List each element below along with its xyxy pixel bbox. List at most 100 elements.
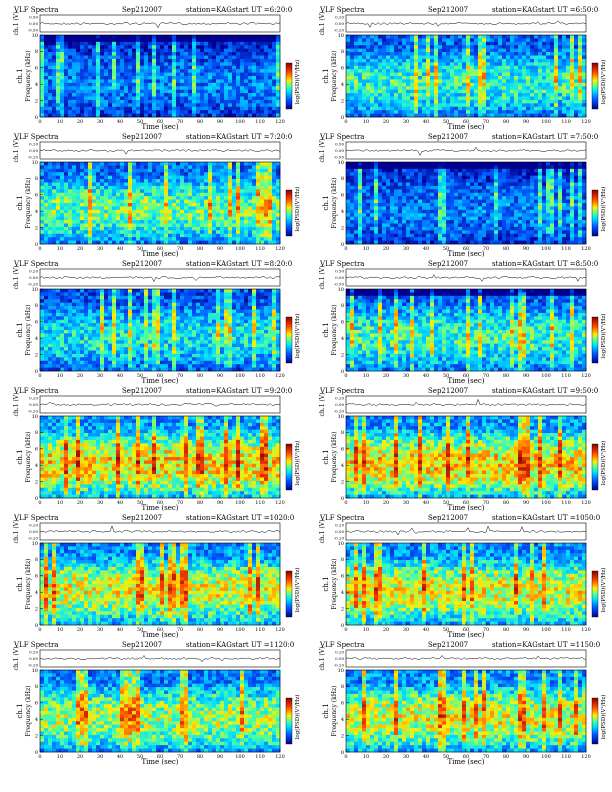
time-tick-label: 60: [463, 627, 469, 633]
time-tick-label: 100: [235, 373, 245, 379]
time-tick-label: 120: [275, 119, 285, 125]
time-tick-label: 110: [255, 373, 265, 379]
time-tick-label: 90: [217, 500, 223, 506]
time-tick-label: 0: [38, 500, 41, 506]
time-tick-label: 0: [344, 754, 347, 760]
time-tick-label: 40: [423, 119, 429, 125]
frequency-tick-label: 10: [338, 287, 344, 293]
colorbar-label: log(PSD)(V²/Hz): [294, 314, 301, 359]
time-tick-label: 90: [523, 246, 529, 252]
time-tick-label: 120: [581, 246, 591, 252]
frequency-tick-label: 6: [341, 701, 344, 707]
time-tick-label: 110: [255, 754, 265, 760]
frequency-tick-label: 4: [35, 209, 38, 215]
spectrogram-panel: VLF Spectra Sep212007 station=KAG start UT …: [319, 260, 607, 385]
time-tick-label: 50: [137, 373, 143, 379]
frequency-tick-label: 4: [341, 590, 344, 596]
time-tick-label: 60: [463, 500, 469, 506]
waveform-trace: [345, 20, 587, 28]
time-tick-label: 60: [463, 373, 469, 379]
frequency-tick-label: 6: [35, 320, 38, 326]
time-tick-label: 40: [117, 500, 123, 506]
frequency-tick-label: 2: [341, 733, 344, 739]
time-tick-label: 30: [403, 246, 409, 252]
time-tick-label: 50: [443, 246, 449, 252]
spectrogram-heatmap: [40, 289, 281, 372]
waveform-trace: [39, 276, 281, 283]
time-tick-label: 70: [483, 754, 489, 760]
waveform-tick-label: -0.20: [334, 409, 345, 414]
frequency-tick-label: 4: [341, 717, 344, 723]
frequency-tick-label: 10: [338, 541, 344, 547]
frequency-tick-label: 2: [341, 479, 344, 485]
frequency-tick-label: 8: [35, 557, 38, 563]
frequency-tick-label: 10: [32, 414, 38, 420]
time-tick-label: 0: [38, 627, 41, 633]
time-tick-label: 90: [523, 119, 529, 125]
time-tick-label: 50: [443, 373, 449, 379]
colorbar-label: log(PSD)(V²/Hz): [600, 60, 607, 105]
time-tick-label: 90: [217, 754, 223, 760]
frequency-tick-label: 2: [35, 606, 38, 612]
waveform-axis-label: ch.1 (V): [319, 393, 326, 417]
frequency-axis-label: Frequency (kHz): [25, 304, 32, 355]
frequency-tick-label: 2: [341, 352, 344, 358]
time-tick-label: 70: [483, 373, 489, 379]
frequency-axis-label: Frequency (kHz): [331, 304, 338, 355]
frequency-tick-label: 8: [341, 684, 344, 690]
frequency-tick-label: 0: [341, 623, 344, 629]
time-tick-label: 80: [503, 119, 509, 125]
time-tick-label: 60: [157, 754, 163, 760]
time-tick-label: 50: [137, 500, 143, 506]
waveform-tick-label: 0.00: [29, 275, 38, 280]
waveform-tick-label: 0.00: [335, 275, 344, 280]
time-tick-label: 120: [581, 373, 591, 379]
time-tick-label: 50: [137, 119, 143, 125]
spectrogram-panel: VLF Spectra Sep212007 station=KAG start UT …: [319, 6, 607, 131]
time-tick-label: 60: [157, 246, 163, 252]
panel-station: station=KAG: [492, 514, 538, 522]
channel-axis-label: ch.1: [322, 576, 330, 591]
panel-start-time: start UT =6:50:0: [538, 6, 598, 14]
time-tick-label: 100: [541, 500, 551, 506]
frequency-tick-label: 4: [35, 590, 38, 596]
waveform-tick-label: 0.50: [335, 269, 344, 274]
waveform-tick-label: 0.00: [335, 402, 344, 407]
waveform-tick-label: 0.20: [335, 15, 344, 20]
time-tick-label: 90: [523, 373, 529, 379]
frequency-tick-label: 2: [341, 98, 344, 104]
spectrogram-panel: VLF Spectra Sep212007 station=KAG start UT …: [319, 133, 607, 258]
time-tick-label: 20: [383, 500, 389, 506]
time-tick-label: 80: [197, 500, 203, 506]
waveform-trace: [345, 398, 587, 407]
time-tick-label: 20: [383, 373, 389, 379]
frequency-axis-label: Frequency (kHz): [25, 50, 32, 101]
frequency-tick-label: 2: [35, 733, 38, 739]
time-tick-label: 50: [137, 246, 143, 252]
panel-date: Sep212007: [122, 133, 162, 141]
panel-title: VLF Spectra: [13, 6, 58, 14]
time-tick-label: 110: [255, 119, 265, 125]
time-tick-label: 50: [443, 119, 449, 125]
time-tick-label: 120: [275, 500, 285, 506]
frequency-tick-label: 2: [35, 479, 38, 485]
panel-date: Sep212007: [428, 133, 468, 141]
spectrogram-heatmap: [346, 416, 587, 499]
frequency-tick-label: 6: [35, 447, 38, 453]
panel-station: station=KAG: [492, 387, 538, 395]
waveform-tick-label: -0.20: [28, 663, 39, 668]
time-tick-label: 100: [235, 627, 245, 633]
frequency-tick-label: 8: [35, 49, 38, 55]
time-tick-label: 40: [423, 754, 429, 760]
colorbar: [285, 443, 293, 491]
waveform-axis-label: ch.1 (V): [13, 12, 20, 36]
spectrogram-panel: VLF Spectra Sep212007 station=KAG start UT …: [13, 260, 301, 385]
frequency-tick-label: 0: [341, 242, 344, 248]
frequency-axis-label: Frequency (kHz): [331, 558, 338, 609]
channel-axis-label: ch.1: [322, 68, 330, 83]
time-tick-label: 60: [157, 500, 163, 506]
colorbar: [285, 189, 293, 237]
panel-start-time: start UT =1150:0: [538, 641, 600, 649]
time-tick-label: 70: [177, 246, 183, 252]
time-tick-label: 70: [177, 754, 183, 760]
